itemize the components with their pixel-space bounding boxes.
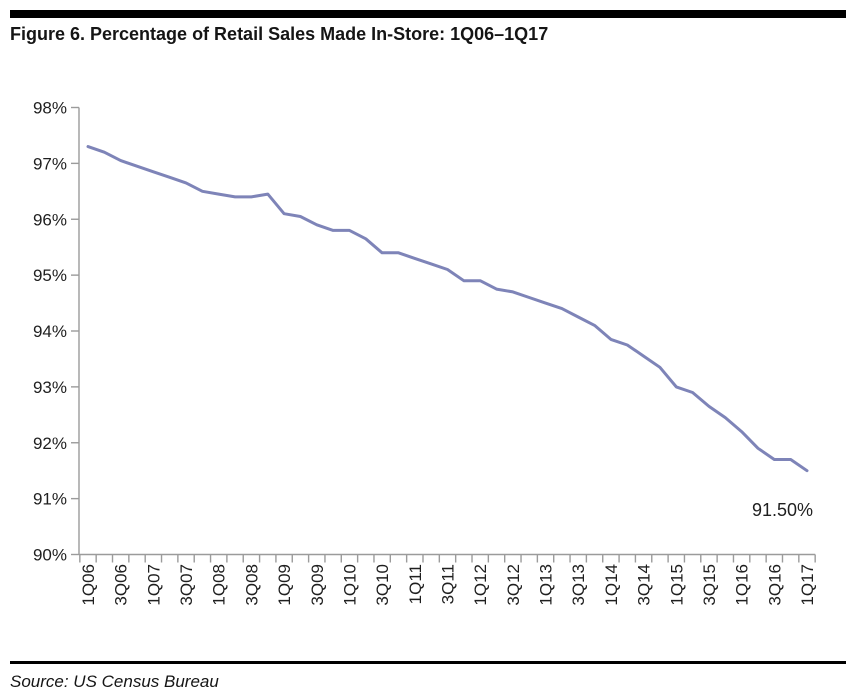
- figure-title: Figure 6. Percentage of Retail Sales Mad…: [10, 24, 549, 44]
- x-tick-label: 1Q14: [602, 564, 621, 606]
- x-tick-label: 1Q10: [340, 564, 359, 606]
- x-tick-label: 1Q09: [275, 564, 294, 606]
- x-tick-label: 1Q15: [667, 564, 686, 606]
- top-rule: [10, 10, 846, 18]
- y-tick-label: 93%: [33, 378, 67, 397]
- x-tick-label: 3Q07: [177, 564, 196, 606]
- series-line: [86, 145, 809, 473]
- x-tick-label: 1Q13: [537, 564, 556, 606]
- x-tick-label: 1Q07: [144, 564, 163, 606]
- x-tick-label: 1Q16: [733, 564, 752, 606]
- y-tick-label: 91%: [33, 490, 67, 509]
- x-tick-label: 3Q12: [504, 564, 523, 606]
- x-tick-label: 3Q11: [439, 564, 458, 604]
- x-tick-label: 3Q15: [700, 564, 719, 606]
- x-tick-label: 3Q16: [765, 564, 784, 606]
- source-note: Source: US Census Bureau: [10, 672, 219, 691]
- y-tick-label: 95%: [33, 266, 67, 285]
- x-tick-label: 1Q06: [79, 564, 98, 606]
- x-tick-label: 3Q09: [308, 564, 327, 606]
- x-tick-label: 1Q11: [406, 564, 425, 604]
- x-tick-label: 3Q14: [635, 564, 654, 606]
- y-tick-label: 92%: [33, 434, 67, 453]
- x-tick-label: 1Q12: [471, 564, 490, 606]
- x-tick-label: 1Q17: [798, 564, 817, 606]
- x-tick-label: 3Q06: [112, 564, 131, 606]
- x-tick-label: 3Q10: [373, 564, 392, 606]
- y-tick-label: 97%: [33, 154, 67, 173]
- y-tick-label: 96%: [33, 210, 67, 229]
- y-tick-label: 90%: [33, 546, 67, 565]
- y-tick-label: 94%: [33, 322, 67, 341]
- last-point-label: 91.50%: [752, 500, 813, 520]
- x-tick-label: 3Q13: [569, 564, 588, 606]
- bottom-rule: [10, 661, 846, 664]
- x-tick-label: 3Q08: [242, 564, 261, 606]
- line-chart: 98% 97% 96% 95% 94% 93% 92% 91% 90% 1Q06 3Q06 1Q07 3…: [33, 99, 817, 606]
- x-tick-label: 1Q08: [210, 564, 229, 606]
- y-tick-label: 98%: [33, 99, 67, 118]
